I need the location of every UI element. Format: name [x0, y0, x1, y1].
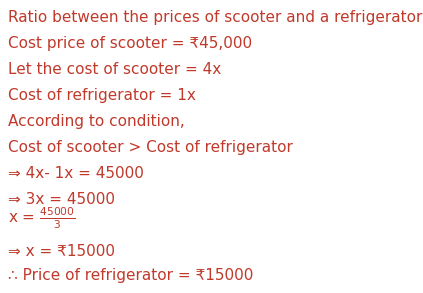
- Text: Cost of scooter > Cost of refrigerator: Cost of scooter > Cost of refrigerator: [8, 140, 292, 155]
- Text: According to condition,: According to condition,: [8, 114, 184, 129]
- Text: ⇒ x = ₹15000: ⇒ x = ₹15000: [8, 244, 115, 259]
- Text: x = $\frac{45000}{3}$: x = $\frac{45000}{3}$: [8, 205, 75, 231]
- Text: Let the cost of scooter = 4x: Let the cost of scooter = 4x: [8, 62, 221, 77]
- Text: Ratio between the prices of scooter and a refrigerator = 4:1: Ratio between the prices of scooter and …: [8, 10, 423, 25]
- Text: ∴ Price of refrigerator = ₹15000: ∴ Price of refrigerator = ₹15000: [8, 268, 253, 283]
- Text: Cost price of scooter = ₹45,000: Cost price of scooter = ₹45,000: [8, 36, 252, 51]
- Text: ⇒ 4x- 1x = 45000: ⇒ 4x- 1x = 45000: [8, 166, 143, 181]
- Text: Cost of refrigerator = 1x: Cost of refrigerator = 1x: [8, 88, 195, 103]
- Text: ⇒ 3x = 45000: ⇒ 3x = 45000: [8, 192, 115, 207]
